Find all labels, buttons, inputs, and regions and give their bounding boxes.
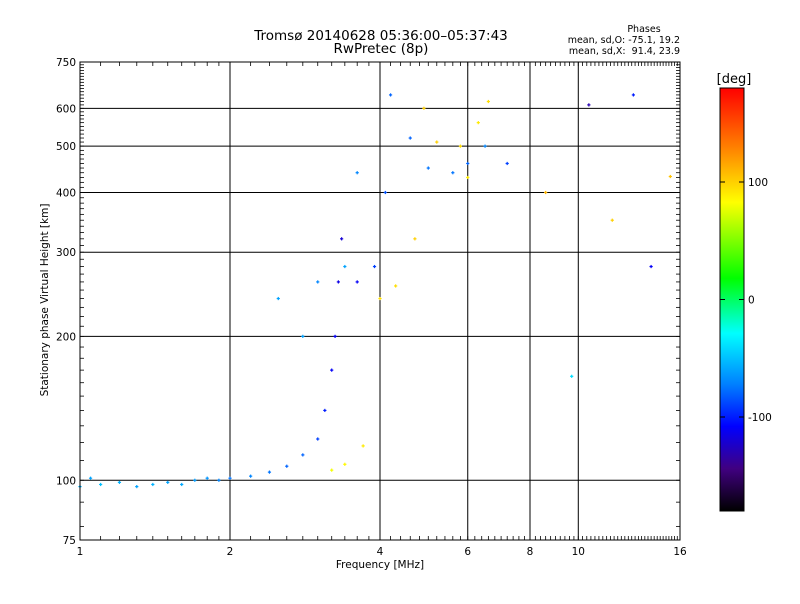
y-tick-label: 750 bbox=[56, 57, 76, 69]
colorbar-label: [deg] bbox=[717, 72, 752, 87]
data-point bbox=[316, 437, 320, 441]
data-point bbox=[333, 334, 337, 338]
data-point bbox=[649, 264, 653, 269]
data-point bbox=[135, 485, 139, 489]
data-point bbox=[458, 144, 463, 148]
data-point bbox=[343, 264, 347, 269]
x-tick-label: 10 bbox=[572, 546, 585, 558]
data-point bbox=[340, 237, 344, 241]
data-point bbox=[610, 218, 614, 222]
data-point bbox=[193, 478, 197, 482]
data-point bbox=[267, 470, 272, 474]
data-point bbox=[355, 171, 359, 175]
data-point bbox=[151, 482, 155, 487]
data-point bbox=[408, 136, 412, 140]
data-point bbox=[383, 190, 387, 195]
data-point bbox=[372, 264, 377, 269]
data-point bbox=[301, 334, 305, 338]
data-point bbox=[570, 374, 574, 378]
data-point bbox=[544, 190, 548, 195]
chart-title: Tromsø 20140628 05:36:00–05:37:43 bbox=[253, 28, 508, 44]
y-tick-label: 75 bbox=[63, 535, 76, 547]
x-tick-label: 6 bbox=[464, 546, 471, 558]
phases-line-o: mean, sd,O: -75.1, 19.2 bbox=[568, 35, 680, 46]
data-point bbox=[451, 171, 455, 175]
colorbar-tick-label: -100 bbox=[748, 412, 772, 424]
x-tick-label: 2 bbox=[227, 546, 234, 558]
y-tick-label: 100 bbox=[56, 475, 76, 487]
data-point bbox=[426, 166, 430, 170]
data-point bbox=[631, 93, 635, 97]
data-points bbox=[78, 93, 672, 489]
chart-subtitle: RwPretec (8p) bbox=[334, 41, 429, 57]
data-point bbox=[343, 462, 347, 466]
data-point bbox=[205, 476, 209, 480]
y-axis-ticks: 75 100 200 300 400 500 600 750 bbox=[56, 57, 680, 547]
data-point bbox=[355, 280, 359, 284]
data-point bbox=[388, 93, 393, 97]
data-point bbox=[301, 453, 305, 457]
phases-line-x: mean, sd,X: 91.4, 23.9 bbox=[569, 46, 680, 57]
data-point bbox=[316, 280, 320, 284]
data-point bbox=[505, 161, 509, 166]
x-axis-label: Frequency [MHz] bbox=[336, 559, 424, 571]
data-point bbox=[413, 237, 417, 241]
x-axis-ticks: 1 2 4 6 8 10 16 bbox=[77, 62, 687, 558]
colorbar-tick-label: 0 bbox=[748, 295, 755, 307]
data-point bbox=[276, 296, 280, 301]
data-point bbox=[378, 296, 382, 301]
y-tick-label: 400 bbox=[56, 187, 76, 199]
data-point bbox=[99, 482, 103, 487]
data-point bbox=[476, 121, 480, 125]
data-point bbox=[422, 106, 426, 110]
data-point bbox=[483, 144, 487, 148]
data-point bbox=[394, 284, 398, 288]
data-point bbox=[323, 408, 327, 413]
data-point bbox=[330, 468, 334, 472]
x-tick-label: 1 bbox=[77, 546, 84, 558]
data-point bbox=[587, 103, 591, 107]
data-point bbox=[88, 476, 93, 480]
data-point bbox=[466, 161, 470, 166]
y-tick-label: 300 bbox=[56, 247, 76, 259]
colorbar-tick-label: 100 bbox=[748, 177, 768, 189]
x-tick-label: 8 bbox=[527, 546, 534, 558]
y-axis-label: Stationary phase Virtual Height [km] bbox=[39, 204, 51, 397]
colorbar-ticks: 100 0 -100 bbox=[720, 177, 772, 424]
data-point bbox=[217, 478, 221, 482]
y-tick-label: 600 bbox=[56, 103, 76, 115]
plot-grid bbox=[80, 62, 680, 540]
data-point bbox=[668, 174, 672, 179]
y-tick-label: 500 bbox=[56, 141, 76, 153]
y-tick-label: 200 bbox=[56, 331, 76, 343]
data-point bbox=[117, 480, 122, 484]
data-point bbox=[336, 280, 340, 284]
data-point bbox=[486, 99, 490, 104]
data-point bbox=[361, 444, 365, 448]
data-point bbox=[228, 476, 232, 480]
data-point bbox=[249, 474, 253, 478]
x-tick-label: 4 bbox=[377, 546, 384, 558]
data-point bbox=[466, 175, 470, 180]
phases-heading: Phases bbox=[627, 24, 660, 35]
x-tick-label: 16 bbox=[673, 546, 687, 558]
data-point bbox=[180, 482, 184, 487]
data-point bbox=[285, 464, 289, 468]
data-point bbox=[330, 368, 334, 372]
data-point bbox=[435, 140, 439, 144]
data-point bbox=[166, 480, 170, 484]
